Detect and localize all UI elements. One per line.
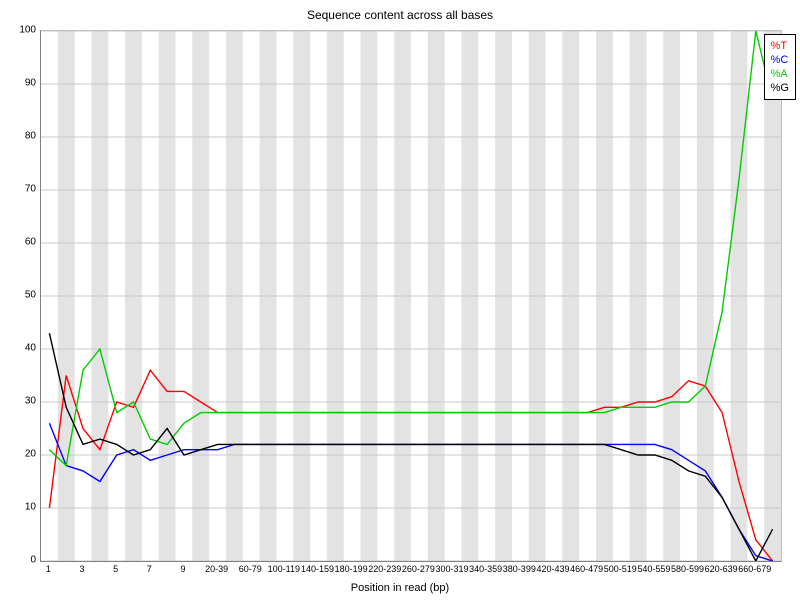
y-tick: 100 [6, 25, 36, 36]
legend: %T%C%A%G [764, 34, 796, 100]
x-tick: 180-199 [335, 564, 368, 574]
y-tick: 40 [6, 343, 36, 354]
x-tick: 380-399 [503, 564, 536, 574]
y-tick: 90 [6, 78, 36, 89]
y-tick: 0 [6, 555, 36, 566]
x-tick: 660-679 [738, 564, 771, 574]
y-tick: 10 [6, 502, 36, 513]
legend-item: %C [771, 53, 789, 67]
x-tick: 7 [147, 564, 152, 574]
chart-title: Sequence content across all bases [0, 8, 800, 22]
legend-item: %T [771, 39, 789, 53]
x-tick: 300-319 [436, 564, 469, 574]
y-tick: 30 [6, 396, 36, 407]
x-tick: 500-519 [604, 564, 637, 574]
y-tick: 80 [6, 131, 36, 142]
y-tick: 50 [6, 290, 36, 301]
x-tick: 140-159 [301, 564, 334, 574]
x-tick: 340-359 [469, 564, 502, 574]
x-tick: 580-599 [671, 564, 704, 574]
x-tick: 540-559 [637, 564, 670, 574]
x-tick: 60-79 [239, 564, 262, 574]
legend-item: %G [771, 81, 789, 95]
legend-item: %A [771, 67, 789, 81]
x-tick: 260-279 [402, 564, 435, 574]
x-tick: 1 [46, 564, 51, 574]
x-tick: 220-239 [368, 564, 401, 574]
y-tick: 70 [6, 184, 36, 195]
chart-svg [41, 31, 781, 561]
x-tick: 620-639 [705, 564, 738, 574]
x-tick: 3 [80, 564, 85, 574]
y-tick: 20 [6, 449, 36, 460]
plot-area [40, 30, 782, 562]
x-tick: 9 [180, 564, 185, 574]
y-tick: 60 [6, 237, 36, 248]
x-tick: 5 [113, 564, 118, 574]
x-tick: 100-119 [268, 564, 300, 574]
chart-container: Sequence content across all bases 0 10 20 3… [0, 0, 800, 600]
x-tick: 460-479 [570, 564, 603, 574]
x-tick: 20-39 [205, 564, 228, 574]
x-axis-label: Position in read (bp) [0, 582, 800, 594]
x-tick: 420-439 [536, 564, 569, 574]
